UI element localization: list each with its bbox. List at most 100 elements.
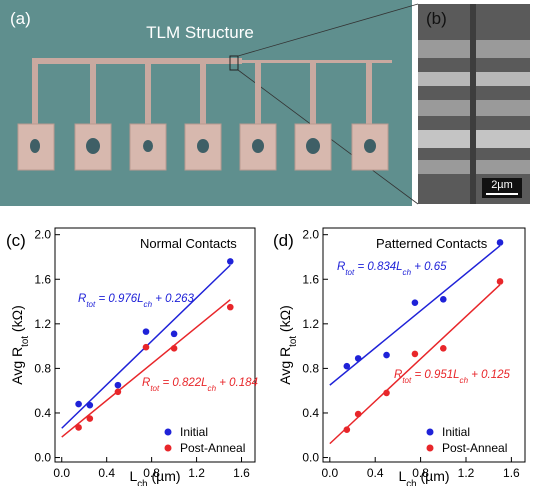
fit-equation-part: + 0.125 [468,369,510,381]
bus-line [32,58,242,64]
legend-label: Post-Anneal [180,441,245,455]
legend-label: Post-Anneal [442,441,507,455]
micrograph: (a) TLM Structure [0,0,419,206]
x-tick-label: 0.4 [98,466,115,480]
fit-equation-part: R [394,369,402,381]
panel-label: (b) [426,9,447,28]
fit-equation-part: tot [86,300,96,309]
x-axis-label-part: L [129,468,137,484]
y-axis-label-part: Avg [277,357,293,385]
legend-marker [426,444,434,452]
y-axis-label-part: (kΩ) [9,305,25,336]
legend-label: Initial [180,425,208,439]
fit-equation-part: = 0.834L [354,261,402,273]
x-axis-label-part: L [398,468,406,484]
panel-label: (d) [273,231,294,250]
y-axis-label-part: tot [20,336,31,347]
sem-stripes [418,4,530,204]
x-tick-label: 0.0 [321,466,338,480]
zoom-box [229,55,239,71]
probe-marks [30,138,376,154]
fit-equation-part: tot [345,268,355,277]
bus-line [242,60,392,63]
chart-title: Normal Contacts [140,236,237,251]
y-tick-label: 0.0 [302,451,319,465]
chart-title: Patterned Contacts [376,236,488,251]
legend-label: Initial [442,425,470,439]
data-point [114,388,122,396]
y-tick-label: 0.0 [34,451,51,465]
x-tick-label: 0.8 [143,466,160,480]
fit-equation-part: + 0.65 [411,261,447,273]
data-point [354,410,362,418]
data-point [114,381,122,389]
legend-marker [164,428,172,436]
fit-equation: Rtot = 0.822Lch + 0.184 [142,377,258,393]
fit-equation-part: ch [208,384,217,393]
y-axis-label: Avg Rtot (kΩ) [9,305,31,384]
y-tick-label: 0.4 [302,406,319,420]
panel-title: TLM Structure [146,23,254,42]
data-point [226,258,234,265]
x-tick-label: 0.4 [367,466,384,480]
x-tick-label: 1.6 [233,466,250,480]
contact-fingers [32,58,372,126]
panel-label: (a) [10,9,31,28]
x-axis-label-part: (µm) [148,468,181,484]
sem-image: 2µm (b) [418,4,530,204]
fit-equation-part: ch [144,300,153,309]
fit-equation-part: tot [150,384,160,393]
x-axis-label-part: ch [406,479,416,487]
fit-equation-part: R [337,261,345,273]
data-point [142,328,150,335]
y-axis-label-part: (kΩ) [277,305,293,336]
y-tick-label: 1.6 [34,272,51,286]
data-point [86,415,94,422]
data-point [439,345,447,352]
data-point [75,424,82,431]
y-tick-label: 2.0 [34,228,51,242]
data-point [411,299,419,306]
legend-marker [426,428,434,436]
data-point [226,303,234,311]
fit-equation-part: = 0.951L [411,369,459,381]
y-tick-label: 2.0 [302,228,319,242]
data-point [439,296,447,303]
y-tick-label: 1.2 [302,317,319,331]
y-tick-label: 1.6 [302,272,319,286]
fit-equation-part: R [78,293,86,305]
fit-equation: Rtot = 0.951Lch + 0.125 [394,369,511,385]
x-axis-label: Lch (µm) [398,468,449,486]
data-point [343,426,351,433]
fit-equation-part: ch [460,376,469,385]
panel-label: (c) [6,231,26,250]
fit-equation-part: + 0.263 [152,293,194,305]
data-point [75,400,82,408]
fit-equation-part: = 0.822L [159,377,207,389]
fit-equation-part: + 0.184 [216,377,258,389]
fit-equation: Rtot = 0.834Lch + 0.65 [337,261,447,277]
y-axis-label-part: R [9,347,25,357]
x-tick-label: 1.2 [458,466,475,480]
data-point [343,362,351,370]
x-tick-label: 1.6 [503,466,520,480]
y-tick-label: 0.8 [34,361,51,375]
data-point [354,355,362,362]
x-axis-label-part: ch [137,479,147,487]
data-point [383,389,390,397]
plot-frame [54,227,256,463]
fit-equation-part: = 0.976L [95,293,143,305]
data-point [142,343,150,351]
x-tick-label: 0.8 [412,466,429,480]
data-point [170,345,178,352]
y-axis-label-part: tot [288,336,299,347]
x-tick-label: 0.0 [53,466,70,480]
fit-equation-part: R [142,377,150,389]
data-point [383,351,390,359]
x-tick-label: 1.2 [188,466,205,480]
data-point [496,278,504,285]
y-axis-label-part: Avg [9,357,25,385]
x-axis-label: Lch (µm) [129,468,180,486]
